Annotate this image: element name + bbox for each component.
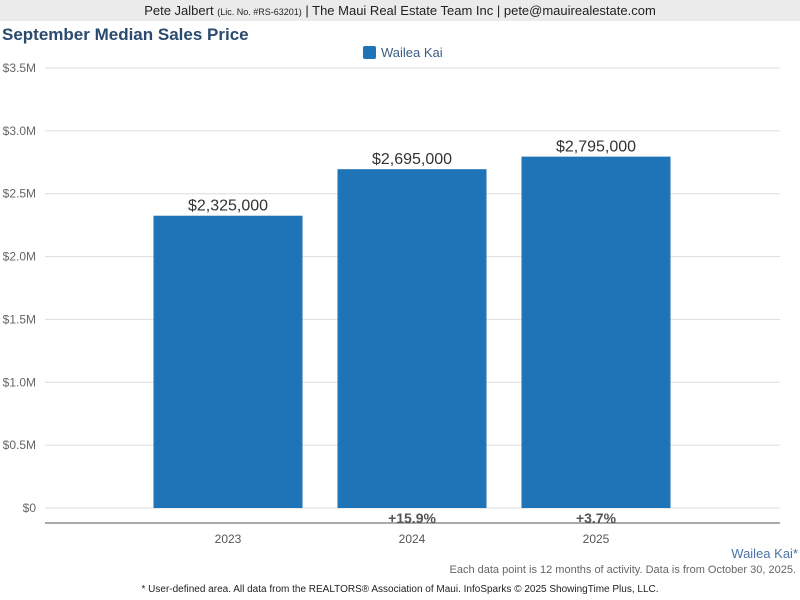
change-label: +15.9% <box>388 510 436 526</box>
bar <box>337 169 487 508</box>
area-label: Wailea Kai* <box>731 546 798 561</box>
chart-title: September Median Sales Price <box>2 25 249 44</box>
y-tick-label: $2.5M <box>3 187 36 201</box>
x-tick-label: 2025 <box>583 532 610 546</box>
y-tick-label: $2.0M <box>3 250 36 264</box>
y-tick-label: $0 <box>23 501 37 515</box>
change-label: +3.7% <box>576 510 617 526</box>
company-info: | The Maui Real Estate Team Inc | pete@m… <box>305 3 656 18</box>
y-tick-label: $3.0M <box>3 124 36 138</box>
agent-header: Pete Jalbert (Lic. No. #RS-63201) | The … <box>0 0 800 21</box>
data-label: $2,325,000 <box>188 198 268 215</box>
legend[interactable]: Wailea Kai <box>363 45 443 60</box>
legend-swatch <box>363 46 376 59</box>
y-tick-label: $0.5M <box>3 438 36 452</box>
footer-disclaimer: * User-defined area. All data from the R… <box>141 584 659 595</box>
y-tick-label: $1.0M <box>3 375 36 389</box>
bar <box>153 215 303 508</box>
bar <box>521 156 671 508</box>
agent-name: Pete Jalbert <box>144 3 214 18</box>
y-tick-label: $1.5M <box>3 312 36 326</box>
legend-label: Wailea Kai <box>381 45 443 60</box>
x-tick-label: 2023 <box>215 532 242 546</box>
data-note: Each data point is 12 months of activity… <box>449 564 796 576</box>
x-tick-label: 2024 <box>399 532 426 546</box>
data-label: $2,695,000 <box>372 151 452 168</box>
license-number: (Lic. No. #RS-63201) <box>217 7 302 17</box>
data-label: $2,795,000 <box>556 139 636 156</box>
y-tick-label: $3.5M <box>3 61 36 75</box>
